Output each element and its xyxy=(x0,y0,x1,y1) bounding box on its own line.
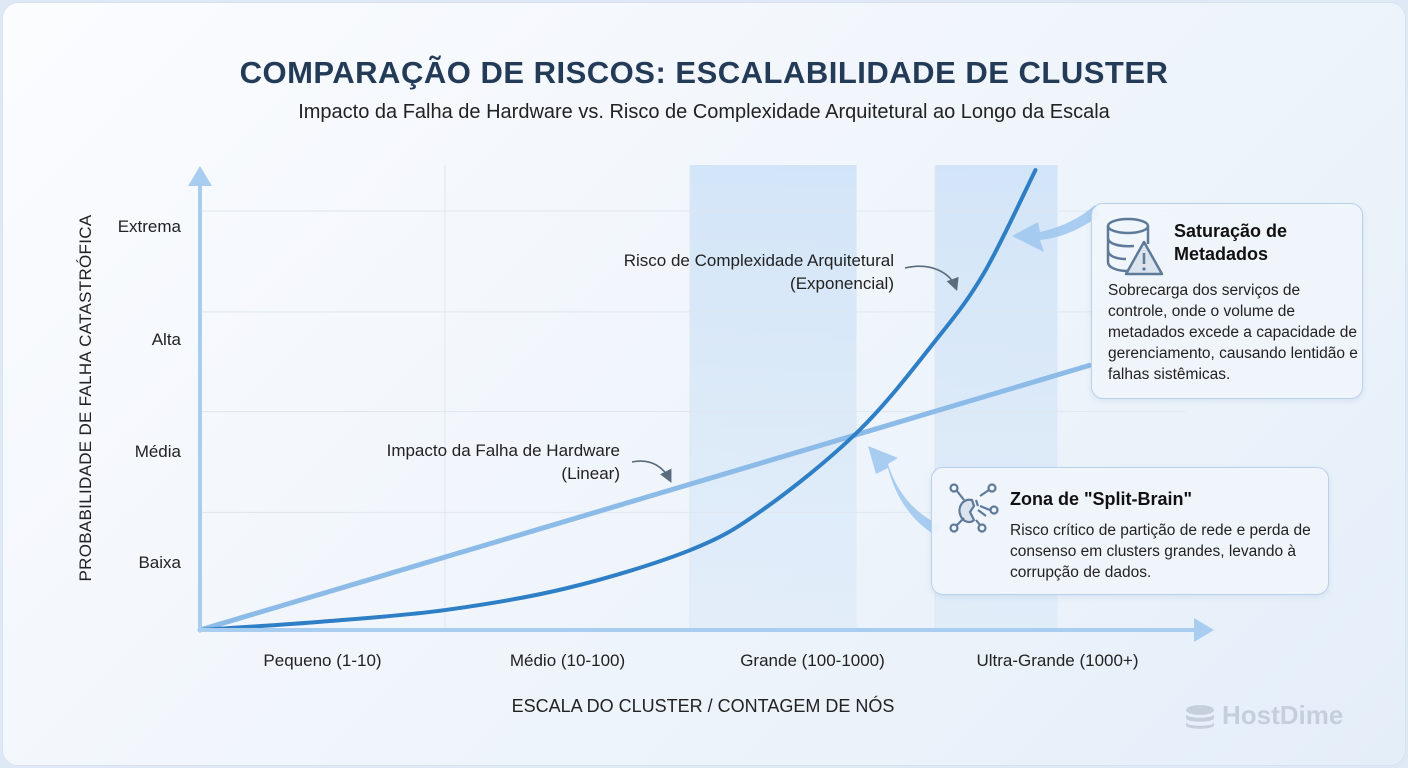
y-axis-arrow xyxy=(188,166,212,186)
y-axis-title: PROBABILIDADE DE FALHA CATASTRÓFICA xyxy=(76,214,95,581)
x-axis-title: ESCALA DO CLUSTER / CONTAGEM DE NÓS xyxy=(512,695,895,716)
y-tick-label: Extrema xyxy=(118,217,182,236)
metadata-pointer-arrow xyxy=(1012,205,1100,252)
x-tick-label: Médio (10-100) xyxy=(510,651,625,670)
linear-label-arrow xyxy=(631,460,672,483)
callout-metadata-saturation: Saturação de Metadados Sobrecarga dos se… xyxy=(1091,203,1363,399)
logo-icon xyxy=(1186,704,1214,729)
x-tick-label: Ultra-Grande (1000+) xyxy=(976,651,1138,670)
callout-text: Risco crítico de partição de rede e perd… xyxy=(1010,522,1311,581)
series-label-exponential-type: (Exponencial) xyxy=(790,274,894,293)
exponential-label-arrow xyxy=(904,265,959,291)
y-tick-label: Baixa xyxy=(138,553,181,572)
series-line-exponential xyxy=(198,168,1038,632)
hostdime-logo: HostDime xyxy=(1184,700,1343,731)
y-tick-label: Média xyxy=(135,442,182,461)
y-tick-label: Alta xyxy=(152,330,182,349)
chart-title: COMPARAÇÃO DE RISCOS: ESCALABILIDADE DE … xyxy=(239,55,1169,90)
highlight-band xyxy=(690,165,857,630)
callout-text: Sobrecarga dos serviços de controle, ond… xyxy=(1108,282,1358,383)
series-label-linear: Impacto da Falha de Hardware xyxy=(387,441,620,460)
logo-text: HostDime xyxy=(1222,700,1344,730)
x-tick-label: Grande (100-1000) xyxy=(740,651,885,670)
chart-subtitle: Impacto da Falha de Hardware vs. Risco d… xyxy=(298,101,1110,123)
callout-split-brain: Zona de "Split-Brain" Risco crítico de p… xyxy=(931,467,1329,595)
database-warning-icon xyxy=(1106,217,1164,276)
x-tick-label: Pequeno (1-10) xyxy=(263,651,381,670)
split-brain-network-icon xyxy=(949,483,999,533)
callout-title: Saturação de Metadados xyxy=(1174,221,1288,264)
splitbrain-pointer-arrow xyxy=(868,446,940,535)
x-axis-arrow xyxy=(1194,618,1214,642)
series-label-exponential: Risco de Complexidade Arquitetural xyxy=(624,251,894,270)
callout-title: Zona de "Split-Brain" xyxy=(1010,489,1193,509)
series-label-linear-type: (Linear) xyxy=(561,464,620,483)
series-line-linear xyxy=(197,362,1092,633)
